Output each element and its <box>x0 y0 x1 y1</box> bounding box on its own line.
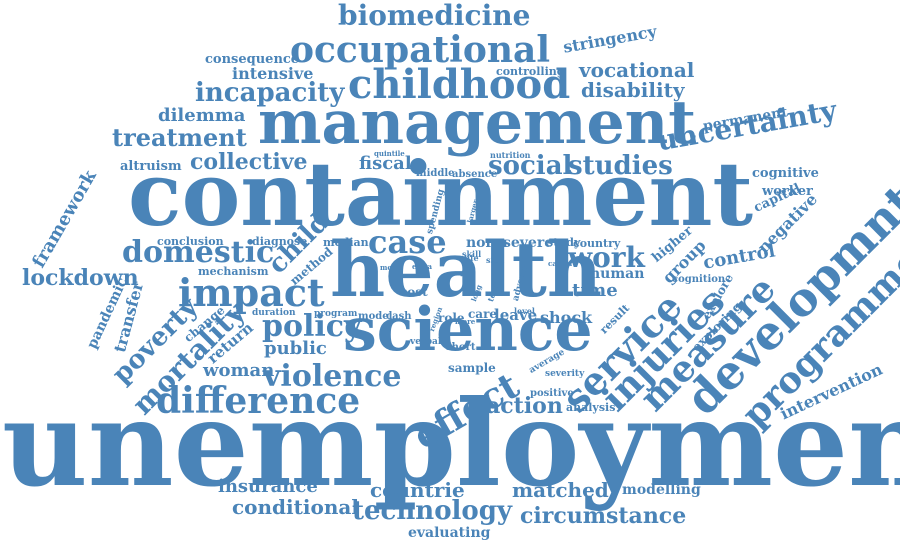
word-positive: positive <box>530 388 574 399</box>
word-health: health <box>330 225 603 314</box>
word-work: work <box>568 241 645 274</box>
word-life: life <box>464 253 479 263</box>
word-more: more <box>455 317 476 326</box>
word-median: median <box>323 236 369 249</box>
word-incapacity: incapacity <box>195 78 345 108</box>
word-cost: cost <box>400 285 428 299</box>
word-unemployment: unemployment <box>2 374 900 513</box>
word-sample: sample <box>448 361 496 375</box>
word-social: social <box>488 151 573 181</box>
word-collective: collective <box>190 149 308 175</box>
word-stringency: stringency <box>561 21 659 57</box>
word-human: human <box>590 266 645 282</box>
word-difference: difference <box>156 380 361 422</box>
word-woman: woman <box>203 360 275 381</box>
word-technology: technology <box>352 496 513 526</box>
word-diagnose: diagnose <box>252 235 308 248</box>
word-short: short <box>446 342 476 353</box>
word-quintile: quintile <box>374 149 405 158</box>
word-country: country <box>573 237 621 250</box>
word-public: public <box>264 338 327 359</box>
word-study: study <box>547 236 581 249</box>
word-cognition: cognition <box>672 274 726 285</box>
word-matched: matched <box>512 478 609 502</box>
word-mechanism: mechanism <box>198 265 269 278</box>
word-conclusion: conclusion <box>157 235 224 248</box>
word-modelling: modelling <box>622 482 701 498</box>
word-controlling: controlling <box>496 65 565 78</box>
word-mood: mood <box>380 263 402 272</box>
word-biomedicine: biomedicine <box>338 0 531 32</box>
word-dilemma: dilemma <box>158 105 246 126</box>
word-cognitive: cognitive <box>752 166 819 181</box>
word-analysis: analysis <box>566 401 616 414</box>
word-science: science <box>343 295 593 365</box>
word-skill: skill <box>462 249 482 259</box>
word-consequence: consequence <box>205 52 300 67</box>
word-shock: shock <box>540 308 593 327</box>
word-insurance: insurance <box>218 476 318 497</box>
word-verbal: verbal <box>410 337 442 347</box>
word-case: case <box>368 223 447 261</box>
word-care: care <box>468 307 498 321</box>
word-duration: duration <box>252 308 296 318</box>
word-evaluating: evaluating <box>408 525 491 541</box>
word-absence: absence <box>452 169 498 180</box>
word-violence: violence <box>263 359 402 394</box>
word-norm: norm <box>466 235 508 251</box>
word-management: management <box>258 88 696 158</box>
word-altruism: altruism <box>120 159 182 174</box>
word-role: role <box>438 311 465 325</box>
word-cash: cash <box>386 311 412 322</box>
word-countrie: countrie <box>370 478 465 502</box>
word-sick: sick <box>486 255 504 265</box>
word-studies: studies <box>568 151 673 181</box>
word-lockdown: lockdown <box>22 265 139 291</box>
word-policy: policy <box>262 309 362 344</box>
word-conditional: conditional <box>232 495 359 519</box>
word-middle: middle <box>416 168 455 179</box>
word-containment: containment <box>128 142 754 246</box>
word-childhood: childhood <box>348 61 571 108</box>
word-disability: disability <box>581 78 685 102</box>
word-program: program <box>314 309 358 319</box>
word-vocational: vocational <box>579 58 695 82</box>
word-model: model <box>358 311 393 322</box>
word-worker: worker <box>762 184 813 199</box>
word-leave: leave <box>494 306 538 324</box>
word-circumstance: circumstance <box>520 503 687 529</box>
word-intensive: intensive <box>232 64 314 83</box>
word-severity: severity <box>545 369 585 379</box>
word-occupational: occupational <box>290 29 551 71</box>
word-action: action <box>486 393 563 419</box>
word-severe: severe <box>503 235 554 251</box>
word-impact: impact <box>178 270 325 315</box>
word-framework: framework <box>28 166 101 272</box>
word-capita: capita <box>548 259 573 268</box>
word-treatment: treatment <box>112 123 247 152</box>
word-time: time <box>572 280 618 301</box>
word-domestic: domestic <box>122 235 275 270</box>
word-nutrition: nutrition <box>490 150 531 160</box>
word-fiscal: fiscal <box>359 153 412 174</box>
word-extra: extra <box>412 262 433 271</box>
word-level: level <box>514 306 535 316</box>
